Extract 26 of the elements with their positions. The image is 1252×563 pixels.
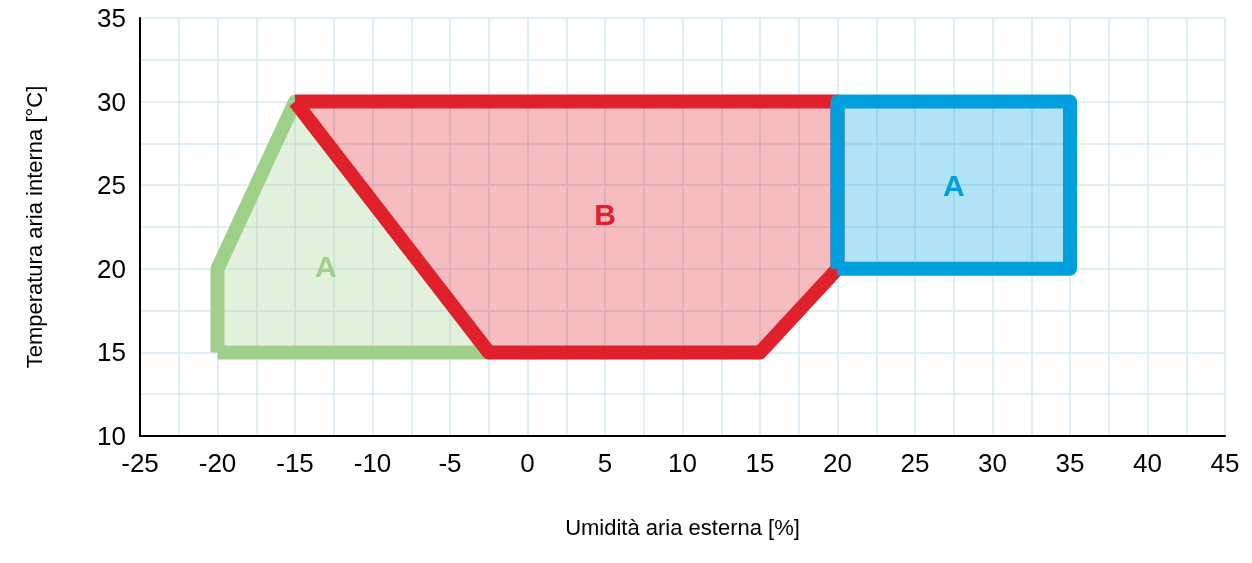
x-tick-label: -15	[276, 448, 314, 478]
x-tick-label: 0	[520, 448, 535, 478]
x-tick-label: 35	[1055, 448, 1085, 478]
x-tick-label: 20	[823, 448, 852, 478]
x-tick-label: -20	[198, 448, 237, 478]
x-tick-label: -10	[353, 448, 392, 478]
x-tick-label: 30	[978, 448, 1007, 478]
series-label: A	[315, 249, 337, 283]
y-tick-label: 15	[97, 337, 126, 368]
x-tick-label: 45	[1210, 448, 1240, 478]
y-tick-label: 10	[97, 421, 126, 451]
y-tick-label: 25	[97, 170, 126, 201]
y-tick-label: 20	[97, 253, 126, 284]
x-tick-label: 5	[597, 448, 613, 478]
x-tick-label: -5	[438, 448, 462, 478]
x-tick-label: 10	[668, 448, 697, 478]
x-axis-title: Umidità aria esterna [%]	[565, 514, 800, 540]
y-tick-label: 35	[97, 3, 126, 33]
series-label: A	[942, 168, 965, 202]
x-tick-label: 40	[1133, 448, 1162, 478]
x-tick-label: 15	[745, 448, 775, 478]
y-axis-title: Temperatura aria interna [°C]	[21, 85, 47, 369]
x-tick-label: -25	[121, 448, 159, 478]
x-tick-label: 25	[900, 448, 930, 478]
y-tick-label: 30	[97, 86, 126, 117]
series-label: B	[594, 198, 617, 232]
